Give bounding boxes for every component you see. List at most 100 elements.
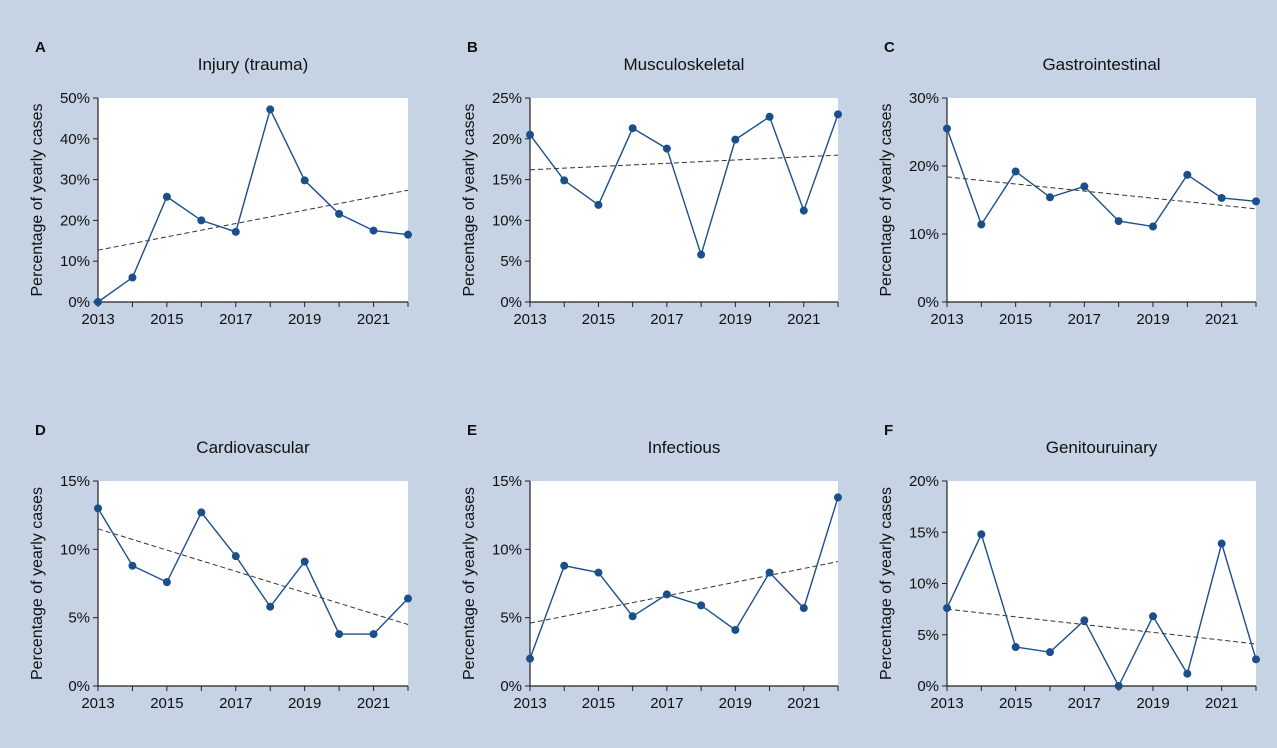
data-point [369, 630, 378, 639]
chart-title: Musculoskeletal [624, 55, 745, 74]
x-tick-label: 2019 [288, 695, 321, 712]
data-point [1183, 669, 1192, 678]
data-point [335, 630, 344, 639]
panel-letter: F [884, 422, 893, 439]
data-point [1046, 648, 1054, 657]
data-point [628, 124, 637, 133]
data-point [662, 144, 671, 153]
panel-letter: C [884, 39, 895, 56]
x-tick-label: 2019 [1136, 311, 1169, 328]
x-tick-label: 2013 [81, 695, 114, 712]
y-tick-label: 0% [68, 678, 90, 695]
series-line [946, 532, 1257, 688]
trend-line [97, 189, 409, 251]
data-point [1183, 170, 1192, 179]
data-point [1011, 167, 1020, 176]
data-point [1252, 655, 1260, 664]
chart-title: Cardiovascular [196, 438, 310, 457]
data-point [765, 568, 774, 577]
x-tick-label: 2017 [219, 695, 252, 712]
series-line [529, 114, 839, 258]
y-axis-label: Percentage of yearly cases [878, 487, 895, 680]
y-tick-label: 50% [60, 90, 90, 107]
series-line [97, 107, 409, 303]
data-point [1080, 616, 1089, 625]
trend-line [97, 528, 409, 625]
x-tick-label: 2021 [1205, 311, 1238, 328]
x-tick-label: 2017 [219, 311, 252, 328]
panel-letter: E [467, 422, 477, 439]
x-tick-label: 2021 [787, 311, 820, 328]
plot-area [947, 98, 1256, 302]
x-tick-label: 2021 [357, 311, 390, 328]
plot-area [98, 481, 408, 686]
data-point [369, 226, 378, 235]
x-tick-label: 2015 [582, 311, 615, 328]
y-tick-label: 10% [909, 226, 939, 243]
data-point [799, 206, 808, 215]
panel-f: F Genitouruinary Percentage of yearly case… [878, 422, 1260, 712]
series-line [97, 507, 409, 635]
y-tick-label: 0% [500, 678, 522, 695]
y-axis-label: Percentage of yearly cases [461, 487, 478, 680]
data-point [231, 552, 240, 561]
data-point [1252, 197, 1260, 206]
x-tick-label: 2019 [719, 311, 752, 328]
y-axis-label: Percentage of yearly cases [461, 104, 478, 297]
data-point [335, 209, 344, 218]
panel-a: A Injury (trauma) Percentage of yearly cas… [29, 39, 412, 328]
plot-area [98, 98, 408, 302]
data-point [697, 250, 706, 259]
x-tick-label: 2017 [1068, 695, 1101, 712]
y-tick-label: 20% [909, 158, 939, 175]
data-point [662, 590, 671, 599]
data-point [266, 602, 275, 611]
x-tick-label: 2013 [513, 695, 546, 712]
data-point [628, 612, 637, 621]
panel-letter: A [35, 39, 46, 56]
panel-c: C Gastrointestinal Percentage of yearly ca… [878, 39, 1260, 328]
data-point [300, 557, 309, 566]
y-axis-label: Percentage of yearly cases [29, 487, 46, 680]
data-point [977, 530, 986, 539]
y-tick-label: 20% [492, 131, 522, 148]
y-tick-label: 15% [492, 172, 522, 189]
y-tick-label: 5% [68, 610, 90, 627]
data-point [1149, 222, 1157, 231]
data-point [1217, 193, 1226, 202]
y-tick-label: 15% [60, 473, 90, 490]
series-line [946, 128, 1257, 228]
plot-area [530, 481, 838, 686]
y-tick-label: 0% [500, 294, 522, 311]
data-point [1114, 217, 1123, 226]
y-tick-label: 15% [492, 473, 522, 490]
y-tick-label: 10% [909, 576, 939, 593]
data-point [765, 112, 774, 121]
y-tick-label: 20% [60, 212, 90, 229]
chart-title: Injury (trauma) [198, 55, 309, 74]
data-point [526, 654, 534, 663]
data-point [1149, 612, 1157, 621]
data-point [834, 493, 842, 502]
x-tick-label: 2015 [150, 695, 183, 712]
x-tick-label: 2021 [357, 695, 390, 712]
chart-title: Infectious [648, 438, 721, 457]
x-tick-label: 2019 [1136, 695, 1169, 712]
x-tick-label: 2015 [999, 695, 1032, 712]
y-tick-label: 15% [909, 524, 939, 541]
data-point [977, 220, 986, 229]
x-tick-label: 2019 [719, 695, 752, 712]
x-tick-label: 2021 [787, 695, 820, 712]
data-point [834, 110, 842, 119]
data-point [300, 176, 309, 185]
panel-b: B Musculoskeletal Percentage of yearly cas… [461, 39, 842, 328]
data-point [560, 561, 569, 570]
y-tick-label: 10% [492, 212, 522, 229]
x-tick-label: 2019 [288, 311, 321, 328]
data-point [731, 625, 740, 634]
x-tick-label: 2013 [930, 695, 963, 712]
trend-line [529, 561, 839, 624]
y-axis-label: Percentage of yearly cases [29, 104, 46, 297]
y-tick-label: 10% [60, 253, 90, 270]
